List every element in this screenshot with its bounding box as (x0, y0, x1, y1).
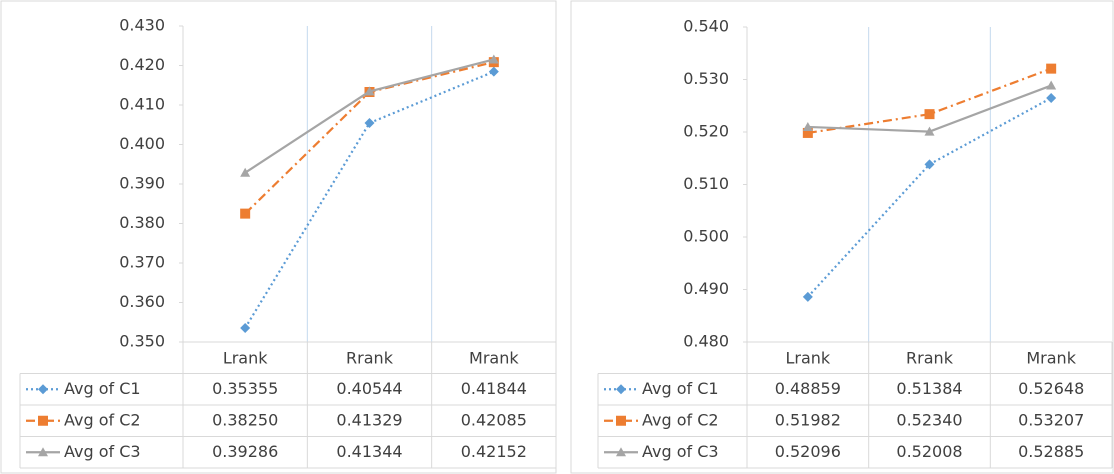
marker (1046, 63, 1057, 74)
marker (616, 447, 626, 457)
table-value: 0.53207 (1018, 410, 1084, 429)
y-tick-label: 0.390 (119, 174, 165, 193)
y-tick-label: 0.370 (119, 253, 165, 272)
table-value: 0.52096 (775, 442, 841, 461)
marker (488, 66, 499, 77)
table-value: 0.51384 (896, 379, 962, 398)
table-value: 0.41329 (336, 410, 402, 429)
marker (364, 118, 375, 129)
marker (802, 291, 813, 302)
x-tick-label: Mrank (469, 348, 519, 367)
y-tick-label: 0.500 (683, 227, 729, 246)
x-tick-label: Lrank (223, 348, 268, 367)
marker (924, 126, 935, 136)
marker (38, 447, 48, 457)
marker (38, 415, 48, 426)
chart-frame (570, 0, 1114, 474)
y-tick-label: 0.430 (119, 16, 165, 35)
y-tick-label: 0.410 (119, 95, 165, 114)
y-tick-label: 0.520 (683, 122, 729, 141)
x-tick-label: Mrank (1026, 348, 1076, 367)
table-value: 0.35355 (212, 379, 278, 398)
chart-frame (0, 0, 557, 474)
marker (802, 127, 813, 138)
legend-label: Avg of C3 (64, 442, 141, 461)
table-value: 0.38250 (212, 410, 278, 429)
marker (240, 208, 251, 219)
y-tick-label: 0.360 (119, 292, 165, 311)
x-tick-label: Rrank (346, 348, 394, 367)
table-value: 0.39286 (212, 442, 278, 461)
marker (1046, 92, 1057, 103)
legend-label: Avg of C2 (642, 410, 719, 429)
marker (924, 159, 935, 170)
table-value: 0.52340 (896, 410, 962, 429)
table-value: 0.42152 (461, 442, 527, 461)
y-tick-label: 0.480 (683, 332, 729, 351)
marker (38, 384, 48, 395)
series-line (244, 70, 495, 329)
x-tick-label: Lrank (785, 348, 830, 367)
y-tick-label: 0.530 (683, 69, 729, 88)
y-tick-label: 0.540 (683, 17, 729, 36)
y-tick-label: 0.400 (119, 134, 165, 153)
table-value: 0.40544 (336, 379, 402, 398)
table-value: 0.48859 (775, 379, 841, 398)
y-tick-label: 0.490 (683, 279, 729, 298)
marker (240, 322, 251, 333)
marker (924, 109, 935, 120)
table-value: 0.41844 (461, 379, 527, 398)
table-value: 0.51982 (775, 410, 841, 429)
series-line (807, 84, 1052, 133)
series-line (244, 61, 495, 215)
y-tick-label: 0.350 (119, 332, 165, 351)
marker (616, 415, 626, 426)
y-tick-label: 0.420 (119, 55, 165, 74)
marker (616, 384, 626, 395)
table-value: 0.41344 (336, 442, 402, 461)
table-value: 0.52885 (1018, 442, 1084, 461)
marker (364, 86, 375, 96)
series-line (244, 58, 495, 174)
table-value: 0.42085 (461, 410, 527, 429)
x-tick-label: Rrank (906, 348, 954, 367)
legend-label: Avg of C2 (64, 410, 141, 429)
marker (240, 167, 251, 177)
table-value: 0.52008 (896, 442, 962, 461)
legend-label: Avg of C3 (642, 442, 719, 461)
table-value: 0.52648 (1018, 379, 1084, 398)
legend-label: Avg of C1 (64, 379, 141, 398)
y-tick-label: 0.510 (683, 174, 729, 193)
marker (1046, 80, 1057, 90)
series-line (807, 67, 1052, 135)
y-tick-label: 0.380 (119, 213, 165, 232)
legend-label: Avg of C1 (642, 379, 719, 398)
marker (802, 121, 813, 131)
marker (488, 54, 499, 64)
